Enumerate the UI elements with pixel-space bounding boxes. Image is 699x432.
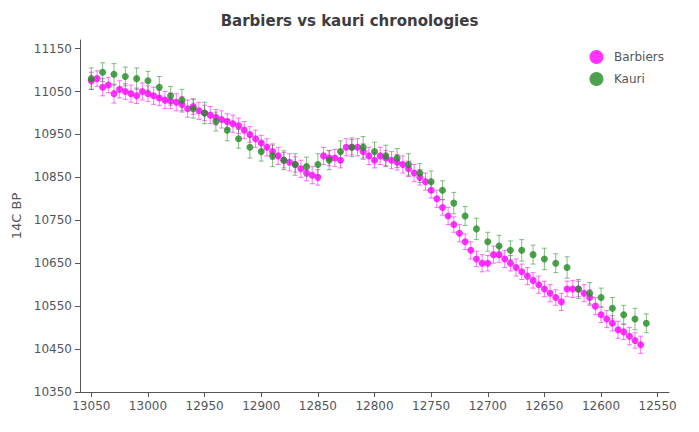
svg-text:12650: 12650: [525, 399, 563, 413]
svg-text:12850: 12850: [299, 399, 337, 413]
svg-text:10350: 10350: [34, 385, 72, 399]
svg-text:12600: 12600: [582, 399, 620, 413]
svg-text:10450: 10450: [34, 342, 72, 356]
svg-text:14C BP: 14C BP: [9, 193, 24, 240]
svg-text:12800: 12800: [355, 399, 393, 413]
svg-text:12550: 12550: [639, 399, 677, 413]
svg-text:10850: 10850: [34, 170, 72, 184]
svg-text:13000: 13000: [129, 399, 167, 413]
svg-text:Barbiers: Barbiers: [614, 50, 664, 64]
svg-text:10650: 10650: [34, 256, 72, 270]
svg-text:10550: 10550: [34, 299, 72, 313]
svg-text:Barbiers vs kauri chronologies: Barbiers vs kauri chronologies: [221, 12, 479, 30]
svg-text:11050: 11050: [34, 85, 72, 99]
svg-text:12750: 12750: [412, 399, 450, 413]
svg-text:11150: 11150: [34, 42, 72, 56]
svg-text:Kauri: Kauri: [614, 72, 645, 86]
svg-text:10950: 10950: [34, 127, 72, 141]
svg-text:12700: 12700: [469, 399, 507, 413]
svg-text:13050: 13050: [72, 399, 110, 413]
svg-text:12900: 12900: [242, 399, 280, 413]
svg-text:12950: 12950: [186, 399, 224, 413]
svg-text:10750: 10750: [34, 213, 72, 227]
